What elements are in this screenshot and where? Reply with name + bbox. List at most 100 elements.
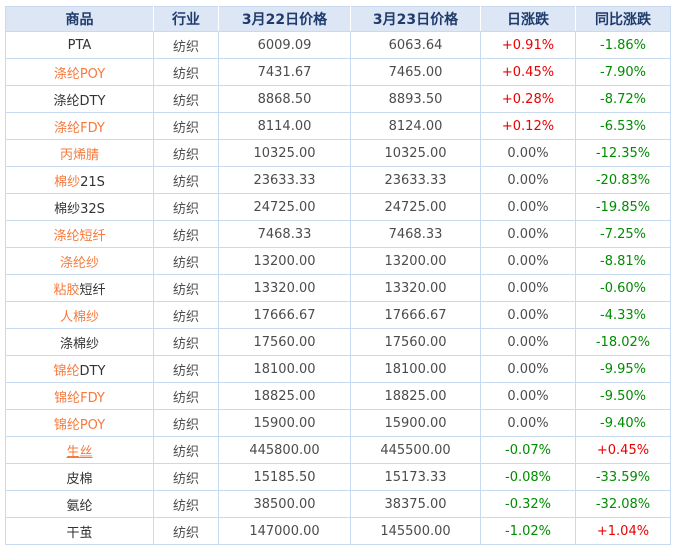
table-row: 人棉纱 纺织 17666.67 17666.67 0.00% -4.33%: [5, 301, 671, 329]
yoy-change-cell: -8.81%: [575, 247, 671, 275]
table-row: 粘胶短纤 纺织 13320.00 13320.00 0.00% -0.60%: [5, 274, 671, 302]
price-0322-cell: 7468.33: [218, 220, 351, 248]
price-0322-cell: 6009.09: [218, 31, 351, 59]
product-name: 涤棉纱: [59, 336, 99, 352]
product-link[interactable]: 锦纶FDY: [54, 390, 105, 406]
industry-cell: 纺织: [153, 274, 219, 302]
daily-change-cell: 0.00%: [480, 382, 576, 410]
product-link[interactable]: 锦纶: [53, 363, 80, 379]
price-0322-cell: 17560.00: [218, 328, 351, 356]
daily-change-cell: 0.00%: [480, 328, 576, 356]
table-row: 锦纶POY 纺织 15900.00 15900.00 0.00% -9.40%: [5, 409, 671, 437]
industry-cell: 纺织: [153, 112, 219, 140]
product-link[interactable]: 丙烯腈: [59, 147, 99, 163]
yoy-change-cell: -6.53%: [575, 112, 671, 140]
price-0322-cell: 13200.00: [218, 247, 351, 275]
column-header-industry: 行业: [153, 6, 219, 32]
price-0323-cell: 17666.67: [350, 301, 481, 329]
product-cell: 涤纶POY: [5, 58, 154, 86]
price-0323-cell: 10325.00: [350, 139, 481, 167]
daily-change-cell: -0.07%: [480, 436, 576, 464]
daily-change-cell: 0.00%: [480, 166, 576, 194]
product-cell: PTA: [5, 31, 154, 59]
price-0323-cell: 18100.00: [350, 355, 481, 383]
price-0323-cell: 7465.00: [350, 58, 481, 86]
yoy-change-cell: -0.60%: [575, 274, 671, 302]
daily-change-cell: 0.00%: [480, 409, 576, 437]
table-row: 锦纶DTY 纺织 18100.00 18100.00 0.00% -9.95%: [5, 355, 671, 383]
product-link[interactable]: 涤纶短纤: [53, 228, 106, 244]
yoy-change-cell: -9.50%: [575, 382, 671, 410]
product-cell: 涤棉纱: [5, 328, 154, 356]
product-link[interactable]: 棉纱: [54, 174, 81, 190]
table-row: 锦纶FDY 纺织 18825.00 18825.00 0.00% -9.50%: [5, 382, 671, 410]
industry-cell: 纺织: [153, 301, 219, 329]
product-cell: 人棉纱: [5, 301, 154, 329]
industry-cell: 纺织: [153, 517, 219, 545]
price-0323-cell: 15900.00: [350, 409, 481, 437]
product-name: 干茧: [66, 525, 93, 541]
product-name: 短纤: [79, 282, 106, 298]
price-0322-cell: 8868.50: [218, 85, 351, 113]
product-cell: 氨纶: [5, 490, 154, 518]
daily-change-cell: +0.12%: [480, 112, 576, 140]
price-0322-cell: 18825.00: [218, 382, 351, 410]
product-cell: 丙烯腈: [5, 139, 154, 167]
column-header-product: 商品: [5, 6, 154, 32]
price-0323-cell: 145500.00: [350, 517, 481, 545]
product-cell: 生丝: [5, 436, 154, 464]
price-0322-cell: 38500.00: [218, 490, 351, 518]
table-row: 涤纶DTY 纺织 8868.50 8893.50 +0.28% -8.72%: [5, 85, 671, 113]
product-cell: 涤纶DTY: [5, 85, 154, 113]
product-cell: 皮棉: [5, 463, 154, 491]
table-row: 丙烯腈 纺织 10325.00 10325.00 0.00% -12.35%: [5, 139, 671, 167]
price-0323-cell: 18825.00: [350, 382, 481, 410]
price-0322-cell: 23633.33: [218, 166, 351, 194]
daily-change-cell: +0.28%: [480, 85, 576, 113]
product-cell: 棉纱32S: [5, 193, 154, 221]
industry-cell: 纺织: [153, 409, 219, 437]
yoy-change-cell: -20.83%: [575, 166, 671, 194]
product-cell: 锦纶FDY: [5, 382, 154, 410]
yoy-change-cell: -1.86%: [575, 31, 671, 59]
column-header-price-0322: 3月22日价格: [218, 6, 351, 32]
price-0322-cell: 18100.00: [218, 355, 351, 383]
product-cell: 干茧: [5, 517, 154, 545]
product-link[interactable]: 涤纶POY: [53, 66, 106, 82]
yoy-change-cell: -33.59%: [575, 463, 671, 491]
yoy-change-cell: -8.72%: [575, 85, 671, 113]
table-row: 棉纱21S 纺织 23633.33 23633.33 0.00% -20.83%: [5, 166, 671, 194]
product-cell: 粘胶短纤: [5, 274, 154, 302]
product-link[interactable]: 锦纶POY: [53, 417, 106, 433]
industry-cell: 纺织: [153, 463, 219, 491]
industry-cell: 纺织: [153, 490, 219, 518]
product-link[interactable]: 涤纶FDY: [54, 120, 105, 136]
price-0323-cell: 445500.00: [350, 436, 481, 464]
table-row: 涤纶POY 纺织 7431.67 7465.00 +0.45% -7.90%: [5, 58, 671, 86]
product-name: 涤纶DTY: [53, 93, 106, 109]
header-row: 商品 行业 3月22日价格 3月23日价格 日涨跌 同比涨跌: [5, 6, 671, 32]
industry-cell: 纺织: [153, 436, 219, 464]
yoy-change-cell: -12.35%: [575, 139, 671, 167]
yoy-change-cell: -32.08%: [575, 490, 671, 518]
product-link[interactable]: 涤纶纱: [59, 255, 99, 271]
commodity-price-table: 商品 行业 3月22日价格 3月23日价格 日涨跌 同比涨跌 PTA 纺织 6009.09 60…: [5, 6, 671, 545]
industry-cell: 纺织: [153, 166, 219, 194]
product-link[interactable]: 人棉纱: [59, 309, 99, 325]
product-link[interactable]: 粘胶: [53, 282, 80, 298]
price-0322-cell: 13320.00: [218, 274, 351, 302]
product-link[interactable]: 生丝: [66, 444, 93, 460]
yoy-change-cell: -19.85%: [575, 193, 671, 221]
product-cell: 涤纶纱: [5, 247, 154, 275]
industry-cell: 纺织: [153, 328, 219, 356]
product-name: 棉纱32S: [54, 201, 105, 217]
price-0323-cell: 38375.00: [350, 490, 481, 518]
daily-change-cell: +0.45%: [480, 58, 576, 86]
industry-cell: 纺织: [153, 220, 219, 248]
industry-cell: 纺织: [153, 139, 219, 167]
industry-cell: 纺织: [153, 58, 219, 86]
product-cell: 涤纶FDY: [5, 112, 154, 140]
yoy-change-cell: -4.33%: [575, 301, 671, 329]
table-row: 生丝 纺织 445800.00 445500.00 -0.07% +0.45%: [5, 436, 671, 464]
daily-change-cell: 0.00%: [480, 247, 576, 275]
